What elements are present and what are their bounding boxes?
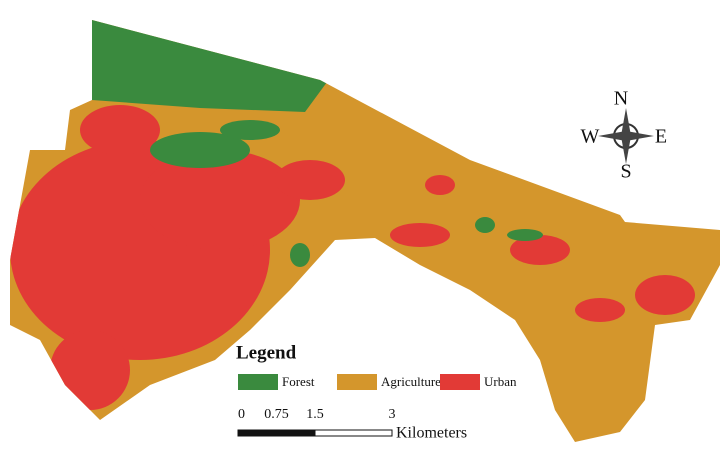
scale-label: 1.5 <box>306 407 324 422</box>
forest-area <box>475 217 495 233</box>
urban-area <box>275 160 345 200</box>
compass-south: S <box>620 161 631 183</box>
compass-needle <box>598 131 654 141</box>
urban-area <box>510 235 570 265</box>
urban-area <box>50 330 130 410</box>
urban-area <box>575 298 625 322</box>
urban-area <box>140 150 300 250</box>
forest-area <box>85 20 330 112</box>
forest-area <box>507 229 543 241</box>
compass-north: N <box>614 88 628 110</box>
scale-segment <box>314 429 393 437</box>
forest-area <box>290 243 310 267</box>
urban-area <box>635 275 695 315</box>
compass-west: W <box>581 126 600 148</box>
forest-area <box>220 120 280 140</box>
urban-area <box>80 105 160 155</box>
scale-segment <box>237 429 277 437</box>
legend-title: Legend <box>236 342 297 363</box>
legend-swatch <box>238 374 278 390</box>
scale-label: 0 <box>238 407 245 422</box>
scale-unit: Kilometers <box>396 425 467 442</box>
forest-area <box>150 132 250 168</box>
scale-label: 0.75 <box>264 407 289 422</box>
legend-swatch <box>337 374 377 390</box>
scale-segment <box>276 429 316 437</box>
legend-label: Agriculture <box>381 374 441 389</box>
scale-label: 3 <box>389 407 396 422</box>
legend-label: Forest <box>282 374 315 389</box>
compass: N E S W <box>581 88 668 183</box>
legend-swatch <box>440 374 480 390</box>
legend-label: Urban <box>484 374 517 389</box>
urban-area <box>425 175 455 195</box>
compass-east: E <box>655 126 667 148</box>
urban-area <box>390 223 450 247</box>
